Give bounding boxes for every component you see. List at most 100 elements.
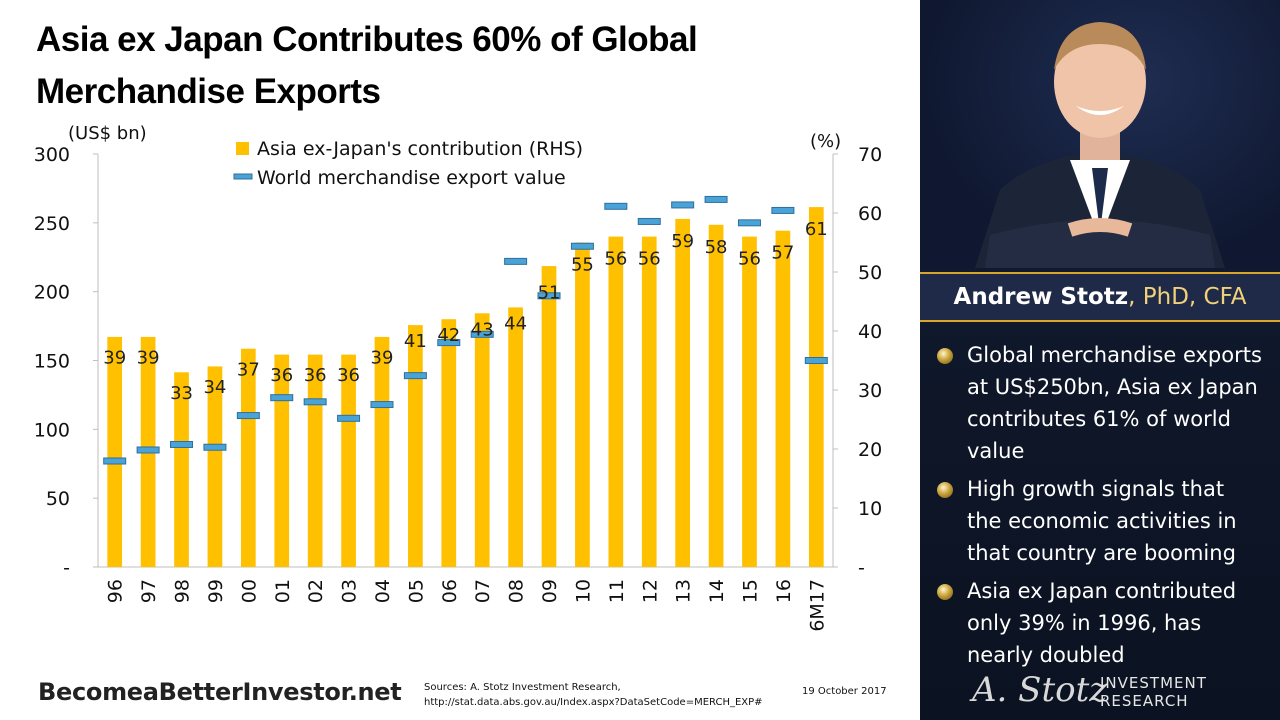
bar-data-label: 59 (671, 231, 694, 252)
right-axis-label: (%) (810, 131, 841, 152)
bar-data-label: 39 (137, 347, 160, 368)
logo-line-1: INVESTMENT (1100, 674, 1207, 692)
export-value-marker (403, 372, 427, 380)
left-tick-label: 250 (34, 213, 70, 235)
bar (708, 224, 724, 568)
bar (608, 236, 624, 567)
right-tick-label: - (858, 557, 865, 579)
bar-data-label: 39 (371, 347, 394, 368)
bar-data-label: 44 (504, 313, 527, 334)
logo-text: INVESTMENT RESEARCH (1100, 674, 1240, 710)
export-value-marker (236, 412, 260, 420)
sources-line-2: http://stat.data.abs.gov.au/Index.aspx?D… (424, 697, 763, 708)
export-value-marker (771, 206, 795, 214)
logo-signature: A. Stotz (972, 670, 1108, 710)
bar (307, 354, 323, 567)
presenter-panel (920, 0, 1280, 720)
bar (575, 242, 590, 567)
bar (508, 307, 523, 567)
bar-data-label: 56 (604, 249, 627, 270)
presenter-name-bar: Andrew Stotz, PhD, CFA (920, 272, 1280, 322)
x-tick-label: 08 (506, 579, 528, 603)
x-tick-label: 06 (439, 579, 461, 603)
chart-title: Asia ex Japan Contributes 60% of Global … (36, 20, 698, 111)
bar (107, 336, 123, 567)
export-value-marker (504, 257, 528, 265)
left-tick-label: 200 (34, 282, 70, 304)
export-value-marker (804, 357, 828, 364)
left-tick-label: 100 (34, 419, 70, 441)
export-value-marker (103, 457, 127, 465)
x-tick-label: 14 (706, 579, 728, 603)
bullet-1: Global merchandise exports at US$250bn, … (937, 339, 1262, 467)
bar (174, 372, 189, 567)
export-value-marker (704, 195, 728, 203)
sources-line-1: Sources: A. Stotz Investment Research, (424, 682, 621, 693)
x-tick-label: 12 (639, 579, 661, 603)
bullet-text: High growth signals that the economic ac… (967, 477, 1237, 565)
legend-swatch-marker (233, 173, 253, 180)
bar (408, 325, 423, 567)
export-value-marker (737, 219, 761, 227)
legend-swatch-bar (236, 142, 249, 155)
x-tick-label: 09 (539, 579, 561, 603)
right-tick-label: 10 (858, 498, 882, 520)
x-tick-label: 03 (339, 579, 361, 603)
x-tick-label: 00 (238, 579, 260, 603)
right-tick-label: 30 (858, 380, 882, 402)
bar-data-label: 56 (738, 249, 761, 270)
legend-label-marker: World merchandise export value (257, 167, 566, 189)
bar (207, 366, 223, 567)
logo-line-2: RESEARCH (1100, 692, 1189, 710)
export-value-marker (370, 401, 394, 409)
x-tick-label: 02 (305, 579, 327, 603)
left-tick-label: 300 (34, 144, 70, 166)
export-value-marker (136, 446, 160, 454)
export-value-marker (437, 339, 461, 347)
x-tick-label: 07 (472, 579, 494, 603)
right-tick-label: 40 (858, 321, 882, 343)
sources-note: Sources: A. Stotz Investment Research, h… (424, 680, 824, 710)
bar (240, 348, 256, 567)
bar (374, 336, 390, 567)
bar (641, 236, 657, 567)
x-tick-label: 13 (673, 579, 695, 603)
x-tick-label: 11 (606, 579, 628, 603)
bullet-text: Global merchandise exports at US$250bn, … (967, 343, 1262, 463)
x-tick-label: 10 (572, 579, 594, 603)
bar-data-label: 42 (437, 325, 460, 346)
presenter-credentials: , PhD, CFA (1128, 284, 1247, 310)
right-tick-label: 60 (858, 203, 882, 225)
bullet-icon (937, 482, 953, 498)
bar-data-label: 57 (771, 243, 794, 264)
bullet-2: High growth signals that the economic ac… (937, 473, 1262, 569)
bar (474, 313, 490, 567)
export-value-marker (203, 443, 227, 451)
presenter-name-main: Andrew Stotz (953, 284, 1129, 310)
export-value-marker (337, 414, 361, 422)
left-tick-label: - (63, 557, 70, 579)
bar (742, 236, 757, 567)
export-value-marker (671, 201, 695, 209)
left-axis-label: (US$ bn) (68, 123, 147, 144)
bar (675, 218, 691, 567)
bar-data-label: 41 (404, 331, 427, 352)
x-tick-label: 04 (372, 579, 394, 603)
export-value-marker (303, 398, 327, 406)
right-tick-label: 70 (858, 144, 882, 166)
right-tick-label: 50 (858, 262, 882, 284)
bar-data-label: 36 (337, 365, 360, 386)
bar (808, 207, 824, 567)
brand-url[interactable]: BecomeaBetterInvestor.net (38, 678, 402, 706)
bullet-icon (937, 584, 953, 600)
bar-data-label: 33 (170, 383, 193, 404)
bar-data-label: 37 (237, 359, 260, 380)
x-tick-label: 98 (172, 579, 194, 603)
x-tick-label: 99 (205, 579, 227, 603)
bar-data-label: 55 (571, 255, 594, 276)
export-value-marker (270, 394, 294, 402)
bar (541, 266, 557, 567)
left-tick-label: 50 (46, 488, 70, 510)
x-tick-label: 96 (105, 579, 127, 603)
bar-data-label: 56 (638, 249, 661, 270)
